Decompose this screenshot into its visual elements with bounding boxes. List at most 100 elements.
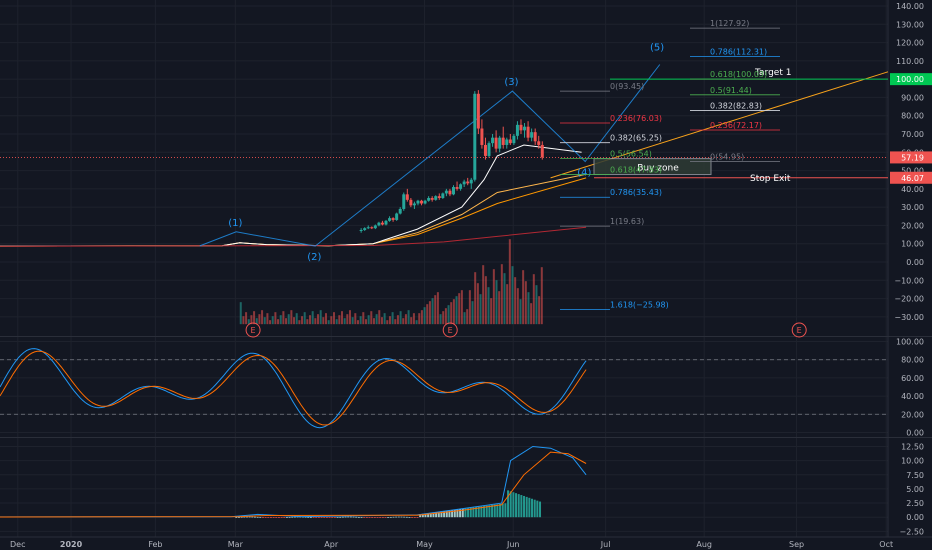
volume-bars xyxy=(239,239,543,325)
macd-bar xyxy=(427,513,430,518)
macd-bar xyxy=(285,517,288,518)
macd-bar xyxy=(515,493,518,518)
macd-bar xyxy=(437,511,440,518)
volume-bar xyxy=(540,267,543,325)
price-axis-label-12: 20.00 xyxy=(901,221,924,230)
macd-bar xyxy=(339,516,342,518)
earnings-marker-2: E xyxy=(442,322,458,338)
volume-bar xyxy=(495,280,498,325)
grid-lines xyxy=(0,0,888,537)
wave-label-3: (3) xyxy=(504,77,518,88)
candle-body xyxy=(366,227,370,229)
macd-bar xyxy=(539,501,542,518)
volume-bar xyxy=(519,299,522,325)
macd-bar xyxy=(389,516,392,518)
macd-bar xyxy=(403,516,406,518)
candle-body xyxy=(523,126,527,131)
macd-bar xyxy=(317,517,320,518)
candle-body xyxy=(384,220,388,225)
volume-bar xyxy=(271,316,274,325)
macd-bar xyxy=(520,495,523,518)
volume-bar xyxy=(503,273,506,325)
macd-bar xyxy=(408,517,411,518)
macd-bar xyxy=(413,517,416,518)
volume-bar xyxy=(439,314,442,325)
candle-body xyxy=(515,124,519,136)
candle-body xyxy=(370,227,374,229)
macd-bar xyxy=(488,505,491,518)
macd-bar xyxy=(493,504,496,518)
wave-label-4: (4) xyxy=(577,168,591,179)
macd-bar xyxy=(517,494,520,518)
fib-right-label-1: 0.786(112.31) xyxy=(710,48,767,57)
volume-bar xyxy=(319,310,322,325)
macd-bar xyxy=(507,490,510,518)
price-axis-label-17: −30.00 xyxy=(894,313,924,322)
macd-bar xyxy=(411,517,414,518)
volume-bar xyxy=(508,239,511,325)
x-axis-label-3: Mar xyxy=(228,540,244,549)
macd-bar xyxy=(333,517,336,518)
macd-bar xyxy=(267,517,270,518)
price-axis-label-10: 40.00 xyxy=(901,185,924,194)
candle-body xyxy=(402,194,406,209)
candle-body xyxy=(423,200,427,204)
volume-bar xyxy=(269,320,272,325)
volume-bar xyxy=(396,315,399,325)
volume-bar xyxy=(317,314,320,325)
volume-bar xyxy=(386,320,389,325)
macd-bar xyxy=(456,509,459,518)
macd-bar xyxy=(357,516,360,518)
candle-body xyxy=(533,132,537,142)
macd-bar xyxy=(496,504,499,518)
volume-bar xyxy=(266,313,269,325)
macd-bar xyxy=(323,517,326,518)
macd-bar xyxy=(501,503,504,518)
candle-body xyxy=(508,139,512,144)
price-axis-label-16: −20.00 xyxy=(894,295,924,304)
volume-bar xyxy=(487,287,490,325)
candle-body xyxy=(540,144,544,158)
candle-body xyxy=(483,144,487,156)
macd-axis-label-1: 10.00 xyxy=(901,457,924,466)
volume-bar xyxy=(242,316,245,325)
candle-body xyxy=(537,141,541,145)
volume-bar xyxy=(436,292,439,325)
candle-body xyxy=(409,199,413,206)
earnings-label: E xyxy=(448,326,453,335)
macd-bar xyxy=(485,505,488,518)
price-badge-label-2: 46.07 xyxy=(901,174,924,183)
volume-bar xyxy=(423,307,426,325)
price-badge-label-1: 57.19 xyxy=(901,153,924,162)
fib-left-label-2: 0.382(65.25) xyxy=(610,134,662,143)
macd-bar xyxy=(349,516,352,518)
macd-bar xyxy=(459,509,462,518)
volume-bar xyxy=(404,314,407,325)
macd-bar xyxy=(371,517,374,518)
macd-bar xyxy=(243,516,246,518)
macd-bar xyxy=(387,517,390,518)
volume-bar xyxy=(309,315,312,325)
macd-bar xyxy=(347,516,350,518)
candle-body xyxy=(416,200,420,204)
volume-bar xyxy=(535,285,538,325)
price-axis-label-11: 30.00 xyxy=(901,203,924,212)
price-axis-label-5: 90.00 xyxy=(901,93,924,102)
volume-bar xyxy=(378,310,381,325)
candle-body xyxy=(395,213,399,220)
macd-bar xyxy=(307,516,310,518)
fib-left-label-0: 0(93.45) xyxy=(610,82,644,91)
macd-bar xyxy=(421,513,424,518)
volume-bar xyxy=(263,317,266,325)
volume-bar xyxy=(484,276,487,325)
price-axis-label-0: 140.00 xyxy=(896,2,924,11)
volume-bar xyxy=(367,315,370,325)
volume-bar xyxy=(338,315,341,325)
macd-axis-label-3: 5.00 xyxy=(906,485,924,494)
ema-white-line xyxy=(0,144,582,247)
macd-bar xyxy=(328,517,331,518)
macd-bar xyxy=(309,517,312,518)
macd-bar xyxy=(536,500,539,518)
macd-bar xyxy=(395,516,398,518)
